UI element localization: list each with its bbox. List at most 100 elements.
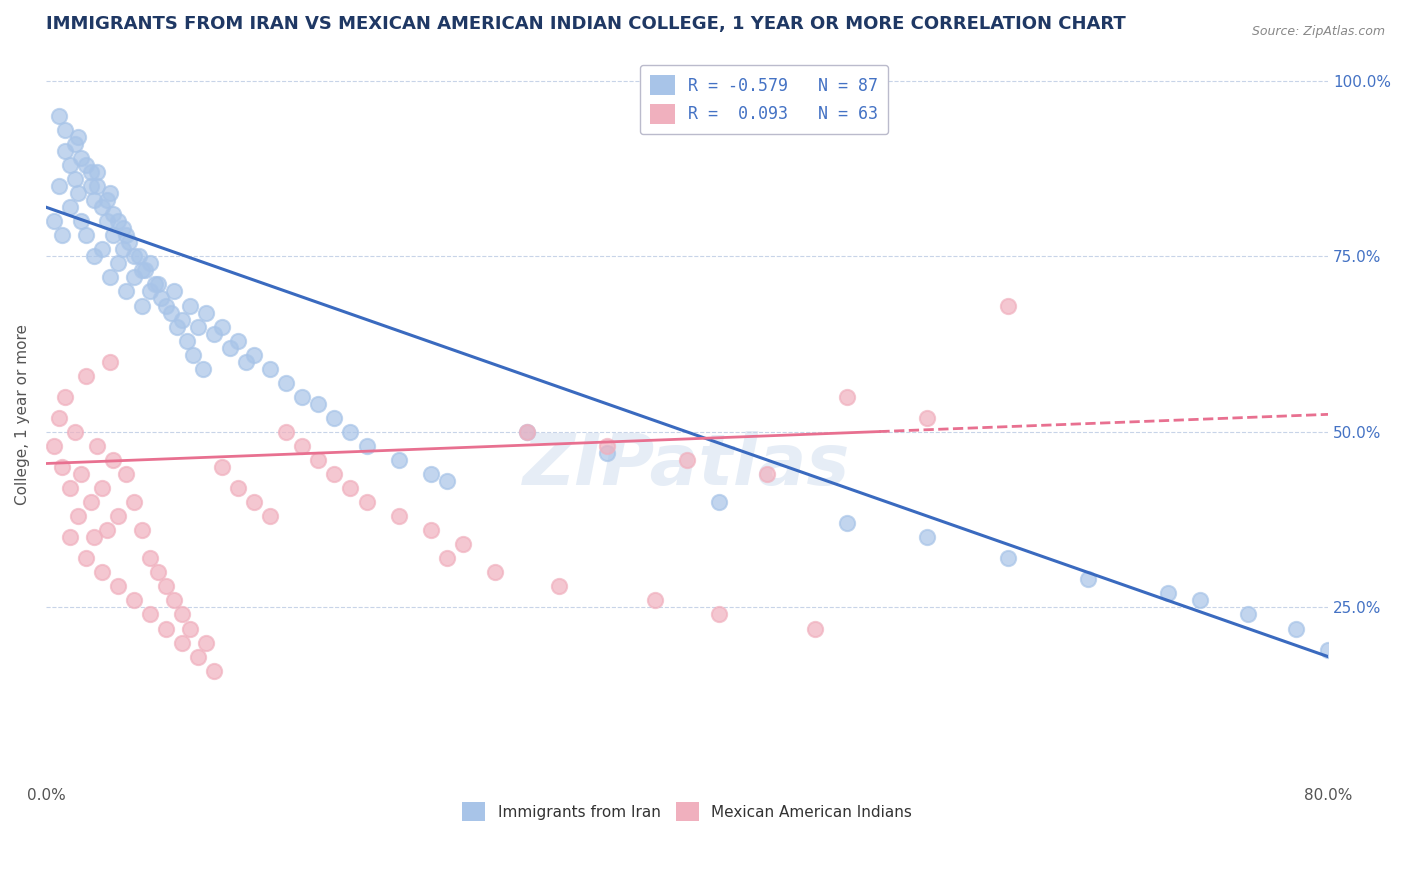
Point: [516, 425, 538, 439]
Point: [122, 593, 145, 607]
Point: [183, 348, 205, 362]
Point: [83, 249, 105, 263]
Point: [111, 243, 134, 257]
Point: [202, 664, 225, 678]
Point: [111, 221, 134, 235]
Point: [143, 277, 166, 292]
Point: [70, 151, 93, 165]
Point: [179, 298, 201, 312]
Point: [451, 537, 474, 551]
Legend: Immigrants from Iran, Mexican American Indians: Immigrants from Iran, Mexican American I…: [457, 797, 918, 827]
Point: [419, 523, 441, 537]
Point: [42, 214, 65, 228]
Point: [134, 263, 156, 277]
Point: [387, 453, 409, 467]
Point: [139, 551, 162, 566]
Point: [139, 285, 162, 299]
Point: [70, 467, 93, 481]
Point: [195, 305, 218, 319]
Point: [436, 474, 458, 488]
Point: [1237, 607, 1260, 622]
Point: [191, 361, 214, 376]
Point: [211, 319, 233, 334]
Point: [917, 410, 939, 425]
Point: [339, 425, 361, 439]
Point: [115, 467, 138, 481]
Point: [323, 410, 346, 425]
Point: [259, 361, 281, 376]
Point: [804, 622, 827, 636]
Point: [83, 530, 105, 544]
Point: [53, 390, 76, 404]
Point: [86, 179, 108, 194]
Point: [91, 481, 114, 495]
Point: [172, 635, 194, 649]
Point: [547, 579, 569, 593]
Point: [63, 172, 86, 186]
Point: [63, 136, 86, 151]
Point: [219, 341, 242, 355]
Point: [59, 481, 82, 495]
Point: [172, 312, 194, 326]
Point: [226, 481, 249, 495]
Point: [48, 109, 70, 123]
Point: [516, 425, 538, 439]
Point: [91, 243, 114, 257]
Point: [387, 509, 409, 524]
Point: [155, 622, 177, 636]
Point: [48, 410, 70, 425]
Point: [756, 467, 779, 481]
Point: [202, 326, 225, 341]
Point: [837, 390, 859, 404]
Point: [195, 635, 218, 649]
Point: [86, 165, 108, 179]
Point: [997, 298, 1019, 312]
Point: [51, 228, 73, 243]
Point: [63, 425, 86, 439]
Point: [86, 439, 108, 453]
Point: [243, 495, 266, 509]
Point: [307, 397, 329, 411]
Point: [118, 235, 141, 250]
Point: [98, 354, 121, 368]
Point: [837, 516, 859, 531]
Text: ZIPatlas: ZIPatlas: [523, 432, 851, 500]
Point: [211, 460, 233, 475]
Point: [96, 523, 118, 537]
Point: [96, 214, 118, 228]
Point: [419, 467, 441, 481]
Point: [131, 523, 153, 537]
Point: [80, 179, 103, 194]
Point: [96, 193, 118, 207]
Point: [163, 285, 186, 299]
Point: [155, 298, 177, 312]
Point: [83, 193, 105, 207]
Point: [66, 186, 89, 201]
Point: [187, 649, 209, 664]
Point: [75, 228, 97, 243]
Point: [339, 481, 361, 495]
Point: [80, 165, 103, 179]
Point: [98, 270, 121, 285]
Point: [115, 285, 138, 299]
Point: [91, 200, 114, 214]
Point: [155, 579, 177, 593]
Point: [307, 453, 329, 467]
Point: [131, 263, 153, 277]
Point: [103, 207, 125, 221]
Point: [146, 566, 169, 580]
Point: [163, 593, 186, 607]
Point: [291, 439, 314, 453]
Point: [122, 270, 145, 285]
Text: Source: ZipAtlas.com: Source: ZipAtlas.com: [1251, 25, 1385, 38]
Point: [122, 495, 145, 509]
Point: [644, 593, 666, 607]
Point: [122, 249, 145, 263]
Point: [48, 179, 70, 194]
Point: [66, 130, 89, 145]
Point: [596, 446, 619, 460]
Point: [179, 622, 201, 636]
Point: [75, 368, 97, 383]
Point: [59, 200, 82, 214]
Point: [997, 551, 1019, 566]
